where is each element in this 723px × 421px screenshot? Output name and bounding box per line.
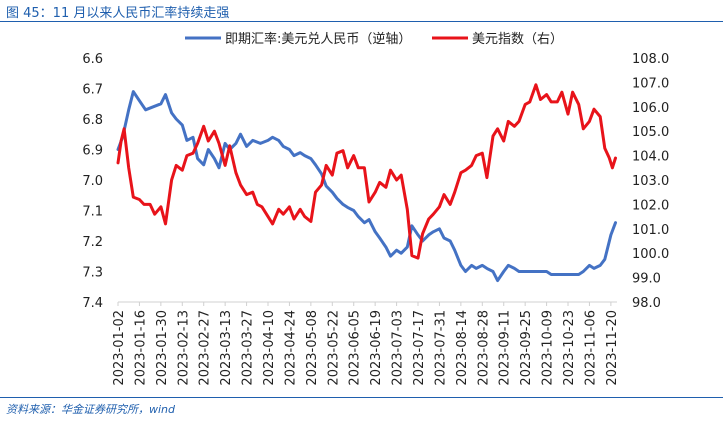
left-tick-label: 6.7 [82, 83, 103, 98]
legend: 即期汇率:美元兑人民币（逆轴） 美元指数（右） [185, 31, 563, 47]
left-tick-label: 7.2 [82, 235, 103, 250]
x-tick-label: 2023-06-19 [369, 310, 384, 386]
x-tick-label: 2023-11-06 [583, 310, 598, 386]
legend-label: 美元指数（右） [472, 32, 563, 47]
right-tick-label: 107.0 [632, 76, 669, 91]
x-tick-label: 2023-08-28 [476, 310, 491, 386]
x-tick-label: 2023-07-03 [391, 310, 406, 386]
dollar-index-line [116, 83, 617, 260]
x-tick-label: 2023-01-02 [112, 310, 127, 386]
title-divider [0, 21, 723, 22]
right-tick-label: 103.0 [632, 174, 669, 189]
x-tick-label: 2023-09-25 [519, 310, 534, 386]
x-tick-label: 2023-06-05 [348, 310, 363, 386]
x-tick-label: 2023-02-27 [198, 310, 213, 386]
x-tick-label: 2023-08-14 [455, 310, 470, 386]
right-tick-label: 100.0 [632, 247, 669, 262]
source-note: 资料来源：华金证券研究所，wind [6, 403, 176, 416]
legend-label: 即期汇率:美元兑人民币（逆轴） [225, 31, 411, 47]
series-layer [116, 83, 617, 283]
x-tick-label: 2023-01-30 [155, 310, 170, 386]
x-tick-label: 2023-04-24 [283, 310, 298, 386]
x-tick-label: 2023-03-13 [219, 310, 234, 386]
x-tick-label: 2023-10-09 [541, 310, 556, 386]
x-tick-label: 2023-05-08 [305, 310, 320, 386]
x-tick-label: 2023-01-16 [133, 310, 148, 386]
right-tick-label: 98.0 [632, 296, 661, 311]
left-tick-label: 6.9 [82, 144, 103, 159]
x-tick-label: 2023-05-22 [326, 310, 341, 386]
left-tick-label: 6.8 [82, 113, 103, 128]
right-tick-label: 99.0 [632, 272, 661, 287]
x-tick-label: 2023-03-27 [241, 310, 256, 386]
right-tick-label: 106.0 [632, 101, 669, 116]
right-tick-label: 101.0 [632, 223, 669, 238]
x-tick-label: 2023-10-23 [562, 310, 577, 386]
left-axis-ticks: 6.6 6.7 6.8 6.9 7.0 7.1 7.2 7.3 7.4 [82, 52, 103, 311]
left-tick-label: 6.6 [82, 52, 103, 67]
usdcny-line [116, 90, 617, 283]
left-tick-label: 7.3 [82, 266, 103, 281]
x-axis-ticks: 2023-01-02 2023-01-16 2023-01-30 2023-02-13… [112, 302, 620, 386]
right-axis-ticks: 108.0 107.0 106.0 105.0 104.0 103.0 102.0 101.0… [632, 52, 669, 311]
left-tick-label: 7.1 [82, 205, 103, 220]
left-tick-label: 7.0 [82, 174, 103, 189]
right-tick-label: 102.0 [632, 198, 669, 213]
x-tick-label: 2023-09-11 [498, 310, 513, 386]
right-tick-label: 108.0 [632, 52, 669, 67]
dual-axis-line-chart: 即期汇率:美元兑人民币（逆轴） 美元指数（右） 6.6 6.7 6.8 6.9 7.0 7.… [82, 31, 669, 386]
left-tick-label: 7.4 [82, 296, 103, 311]
x-tick-label: 2023-07-31 [433, 310, 448, 386]
x-tick-label: 2023-07-17 [412, 310, 427, 386]
x-tick-label: 2023-11-20 [605, 310, 620, 386]
x-tick-label: 2023-04-10 [262, 310, 277, 386]
x-tick-label: 2023-02-13 [176, 310, 191, 386]
source-divider [0, 397, 723, 398]
right-tick-label: 105.0 [632, 125, 669, 140]
right-tick-label: 104.0 [632, 150, 669, 165]
figure-title: 图 45：11 月以来人民币汇率持续走强 [6, 6, 230, 21]
